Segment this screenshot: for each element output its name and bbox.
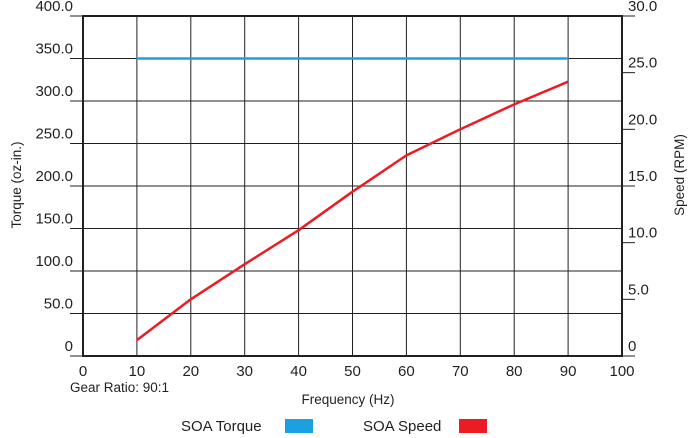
- data-point-soa-speed: [567, 81, 569, 83]
- y-right-axis-title: Speed (RPM): [672, 134, 687, 216]
- x-tick-label: 80: [506, 363, 523, 380]
- data-point-soa-speed: [244, 263, 246, 265]
- x-tick-label: 20: [182, 363, 199, 380]
- data-point-soa-torque: [567, 57, 569, 60]
- y-left-tick-label: 100.0: [35, 253, 73, 270]
- y-left-tick-label: 350.0: [35, 41, 73, 58]
- y-left-tick-label: 200.0: [35, 168, 73, 185]
- y-left-tick-label: 300.0: [35, 83, 73, 100]
- legend-swatch-soa-speed: [459, 419, 487, 433]
- gear-ratio-note: Gear Ratio: 90:1: [70, 380, 169, 395]
- legend-label-soa-speed: SOA Speed: [363, 418, 441, 435]
- grid: [83, 16, 622, 356]
- x-tick-label: 60: [398, 363, 415, 380]
- data-point-soa-speed: [190, 298, 192, 300]
- x-axis-title: Frequency (Hz): [301, 392, 394, 407]
- data-point-soa-speed: [351, 191, 354, 193]
- y-right-tick-label: 20.0: [628, 111, 657, 128]
- data-point-soa-speed: [513, 103, 515, 105]
- y-right-tick-label: 15.0: [628, 168, 657, 185]
- legend-swatch-soa-torque: [285, 419, 313, 433]
- x-tick-label: 10: [129, 363, 146, 380]
- y-left-tick-label: 150.0: [35, 211, 73, 228]
- y-left-tick-label: 50.0: [44, 296, 73, 313]
- tick-marks: [70, 15, 635, 357]
- y-right-tick-label: 10.0: [628, 225, 657, 242]
- legend: SOA Torque SOA Speed: [181, 418, 487, 435]
- x-tick-label: 40: [290, 363, 307, 380]
- x-tick-label: 50: [344, 363, 361, 380]
- x-tick-label: 30: [236, 363, 253, 380]
- y-right-tick-label: 0: [628, 338, 636, 355]
- data-point-soa-speed: [459, 128, 461, 130]
- y-left-axis-title: Torque (oz-in.): [9, 141, 24, 228]
- plot-series: [136, 57, 569, 342]
- x-tick-label: 100: [609, 363, 634, 380]
- x-tick-label: 70: [452, 363, 469, 380]
- data-point-soa-torque: [136, 57, 138, 60]
- y-right-tick-label: 5.0: [628, 281, 649, 298]
- y-right-tick-label: 25.0: [628, 55, 657, 72]
- y-right-tick-label: 30.0: [628, 0, 657, 15]
- tick-labels: 0 10 20 30 40 50 60 70 80 90 100 0 50.0 100.0 150.0 200…: [35, 0, 657, 380]
- data-point-soa-speed: [298, 229, 300, 231]
- data-point-soa-speed: [405, 154, 407, 156]
- y-left-tick-label: 250.0: [35, 126, 73, 143]
- y-left-tick-label: 400.0: [35, 0, 73, 15]
- legend-label-soa-torque: SOA Torque: [181, 418, 262, 435]
- data-point-soa-speed: [136, 339, 138, 341]
- x-tick-label: 0: [79, 363, 87, 380]
- x-tick-label: 90: [560, 363, 577, 380]
- y-left-tick-label: 0: [65, 338, 73, 355]
